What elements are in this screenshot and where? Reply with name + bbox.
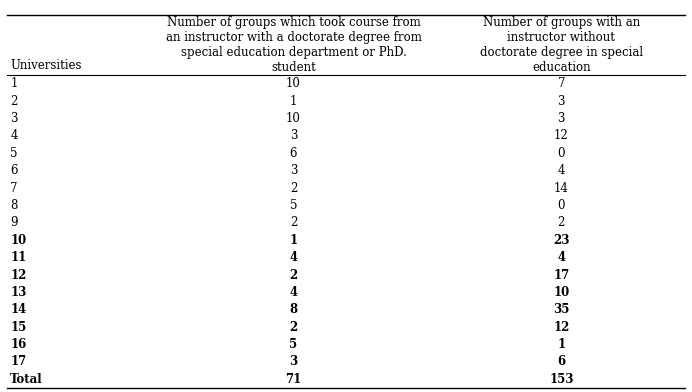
Text: 71: 71 <box>285 373 302 386</box>
Text: 17: 17 <box>10 356 26 368</box>
Text: 6: 6 <box>557 356 565 368</box>
Text: 16: 16 <box>10 338 26 351</box>
Text: 2: 2 <box>290 216 297 229</box>
Text: 3: 3 <box>10 112 18 125</box>
Text: 12: 12 <box>554 129 569 142</box>
Text: 3: 3 <box>558 112 565 125</box>
Text: 13: 13 <box>10 286 27 299</box>
Text: 7: 7 <box>558 77 565 90</box>
Text: 0: 0 <box>558 199 565 212</box>
Text: Number of groups which took course from
an instructor with a doctorate degree fr: Number of groups which took course from … <box>165 16 421 74</box>
Text: 3: 3 <box>558 94 565 107</box>
Text: 5: 5 <box>290 199 297 212</box>
Text: 8: 8 <box>10 199 18 212</box>
Text: Universities: Universities <box>10 59 82 72</box>
Text: 3: 3 <box>290 164 297 177</box>
Text: 12: 12 <box>553 321 570 334</box>
Text: 10: 10 <box>286 77 301 90</box>
Text: 1: 1 <box>290 94 297 107</box>
Text: 2: 2 <box>289 269 298 281</box>
Text: 2: 2 <box>10 94 18 107</box>
Text: 2: 2 <box>558 216 565 229</box>
Text: 10: 10 <box>553 286 570 299</box>
Text: 3: 3 <box>289 356 298 368</box>
Text: 6: 6 <box>10 164 18 177</box>
Text: Number of groups with an
instructor without
doctorate degree in special
educatio: Number of groups with an instructor with… <box>480 16 643 74</box>
Text: 2: 2 <box>290 181 297 194</box>
Text: 4: 4 <box>10 129 18 142</box>
Text: 11: 11 <box>10 251 26 264</box>
Text: 1: 1 <box>10 77 18 90</box>
Text: 153: 153 <box>549 373 574 386</box>
Text: 35: 35 <box>553 303 570 316</box>
Text: 2: 2 <box>289 321 298 334</box>
Text: 4: 4 <box>289 286 298 299</box>
Text: 1: 1 <box>557 338 565 351</box>
Text: 10: 10 <box>10 234 26 247</box>
Text: Total: Total <box>10 373 43 386</box>
Text: 23: 23 <box>553 234 570 247</box>
Text: 9: 9 <box>10 216 18 229</box>
Text: 4: 4 <box>557 251 565 264</box>
Text: 5: 5 <box>10 147 18 160</box>
Text: 7: 7 <box>10 181 18 194</box>
Text: 17: 17 <box>553 269 570 281</box>
Text: 14: 14 <box>10 303 26 316</box>
Text: 4: 4 <box>289 251 298 264</box>
Text: 1: 1 <box>289 234 298 247</box>
Text: 0: 0 <box>558 147 565 160</box>
Text: 15: 15 <box>10 321 26 334</box>
Text: 14: 14 <box>554 181 569 194</box>
Text: 8: 8 <box>289 303 298 316</box>
Text: 10: 10 <box>286 112 301 125</box>
Text: 12: 12 <box>10 269 27 281</box>
Text: 4: 4 <box>558 164 565 177</box>
Text: 3: 3 <box>290 129 297 142</box>
Text: 5: 5 <box>289 338 298 351</box>
Text: 6: 6 <box>290 147 297 160</box>
